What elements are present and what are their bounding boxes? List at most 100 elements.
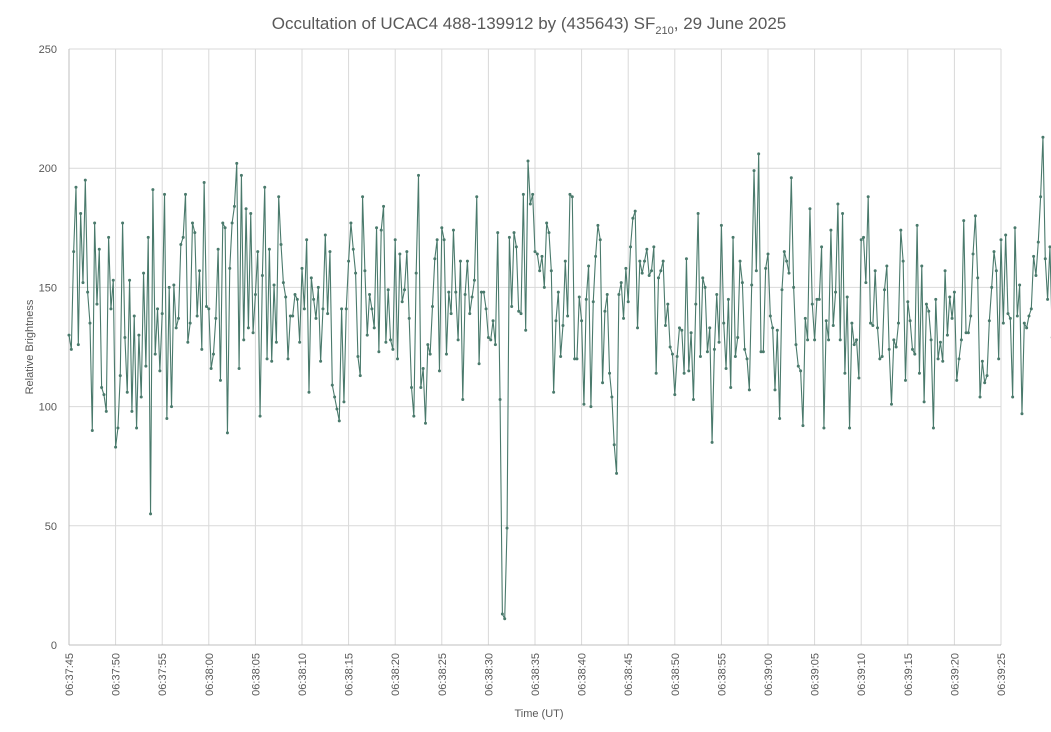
- data-point: [675, 355, 679, 359]
- data-point: [188, 321, 192, 325]
- data-point: [244, 207, 248, 211]
- data-point: [328, 250, 332, 254]
- data-point: [477, 362, 481, 366]
- data-point: [724, 366, 728, 370]
- data-point: [612, 443, 616, 447]
- data-point: [677, 326, 681, 330]
- data-point: [563, 259, 567, 263]
- data-point: [568, 192, 572, 196]
- data-point: [118, 374, 122, 378]
- data-point: [852, 343, 856, 347]
- data-point: [149, 512, 153, 516]
- data-point: [864, 281, 868, 285]
- data-point: [647, 273, 651, 277]
- data-point: [454, 290, 458, 294]
- x-tick-label: 06:39:10: [856, 653, 868, 696]
- data-point: [521, 192, 525, 196]
- y-tick-label: 0: [51, 640, 57, 652]
- data-point: [559, 355, 563, 359]
- data-point: [69, 347, 73, 351]
- data-point: [307, 390, 311, 394]
- data-point: [256, 250, 260, 254]
- data-point: [1004, 233, 1008, 237]
- data-point: [88, 321, 92, 325]
- data-point: [190, 221, 194, 225]
- data-point: [831, 324, 835, 328]
- data-point: [482, 290, 486, 294]
- data-point: [379, 228, 383, 232]
- data-point: [449, 312, 453, 316]
- data-point: [74, 185, 78, 189]
- data-point: [582, 402, 586, 406]
- data-point: [319, 359, 323, 363]
- data-point: [836, 202, 840, 206]
- data-point: [97, 247, 101, 251]
- data-point: [151, 188, 155, 192]
- data-point: [876, 326, 880, 330]
- data-point: [514, 245, 518, 249]
- data-point: [654, 371, 658, 375]
- data-point: [838, 338, 842, 342]
- y-tick-label: 100: [39, 402, 57, 414]
- data-point: [757, 152, 761, 156]
- data-point: [719, 223, 723, 227]
- data-point: [712, 347, 716, 351]
- data-point: [636, 326, 640, 330]
- data-point: [710, 440, 714, 444]
- data-point: [228, 266, 232, 270]
- x-tick-label: 06:38:45: [623, 653, 635, 696]
- data-point: [440, 226, 444, 230]
- data-point: [915, 223, 919, 227]
- data-point: [144, 364, 148, 368]
- data-point: [312, 297, 316, 301]
- data-point: [957, 357, 961, 361]
- x-tick-label: 06:39:05: [810, 653, 822, 696]
- data-point: [773, 388, 777, 392]
- data-point: [545, 221, 549, 225]
- data-point: [589, 405, 593, 409]
- data-point: [500, 612, 504, 616]
- data-point: [405, 250, 409, 254]
- data-point: [435, 238, 439, 242]
- data-point: [1022, 321, 1026, 325]
- data-point: [305, 238, 309, 242]
- x-tick-label: 06:38:35: [530, 653, 542, 696]
- data-point: [598, 238, 602, 242]
- data-point: [931, 426, 935, 430]
- data-point: [90, 428, 94, 432]
- data-point: [666, 302, 670, 306]
- data-point: [691, 397, 695, 401]
- data-point: [242, 338, 246, 342]
- x-tick-label: 06:38:20: [390, 653, 402, 696]
- data-point: [684, 257, 688, 261]
- data-point: [326, 312, 330, 316]
- data-point: [272, 283, 276, 287]
- data-point: [731, 235, 735, 239]
- x-tick-labels: 06:37:45 06:37:50 06:37:55 06:38:00 06:38:05…: [64, 653, 1008, 696]
- data-point: [193, 231, 197, 235]
- data-point: [862, 235, 866, 239]
- data-point: [1011, 395, 1015, 399]
- data-point: [750, 283, 754, 287]
- data-point: [1048, 245, 1051, 249]
- data-point: [430, 304, 434, 308]
- data-point: [889, 402, 893, 406]
- data-point: [587, 264, 591, 268]
- data-point: [528, 202, 532, 206]
- data-point: [936, 357, 940, 361]
- data-point: [689, 331, 693, 335]
- data-point: [93, 221, 97, 225]
- data-point: [107, 235, 111, 239]
- data-point: [177, 316, 181, 320]
- data-point: [845, 295, 849, 299]
- x-tick-label: 06:39:25: [996, 653, 1008, 696]
- data-point: [132, 314, 136, 318]
- data-point: [270, 359, 274, 363]
- data-point: [356, 355, 360, 359]
- data-point: [806, 338, 810, 342]
- data-point: [990, 285, 994, 289]
- data-point: [335, 407, 339, 411]
- grid-layer: [69, 48, 1002, 645]
- data-point: [461, 397, 465, 401]
